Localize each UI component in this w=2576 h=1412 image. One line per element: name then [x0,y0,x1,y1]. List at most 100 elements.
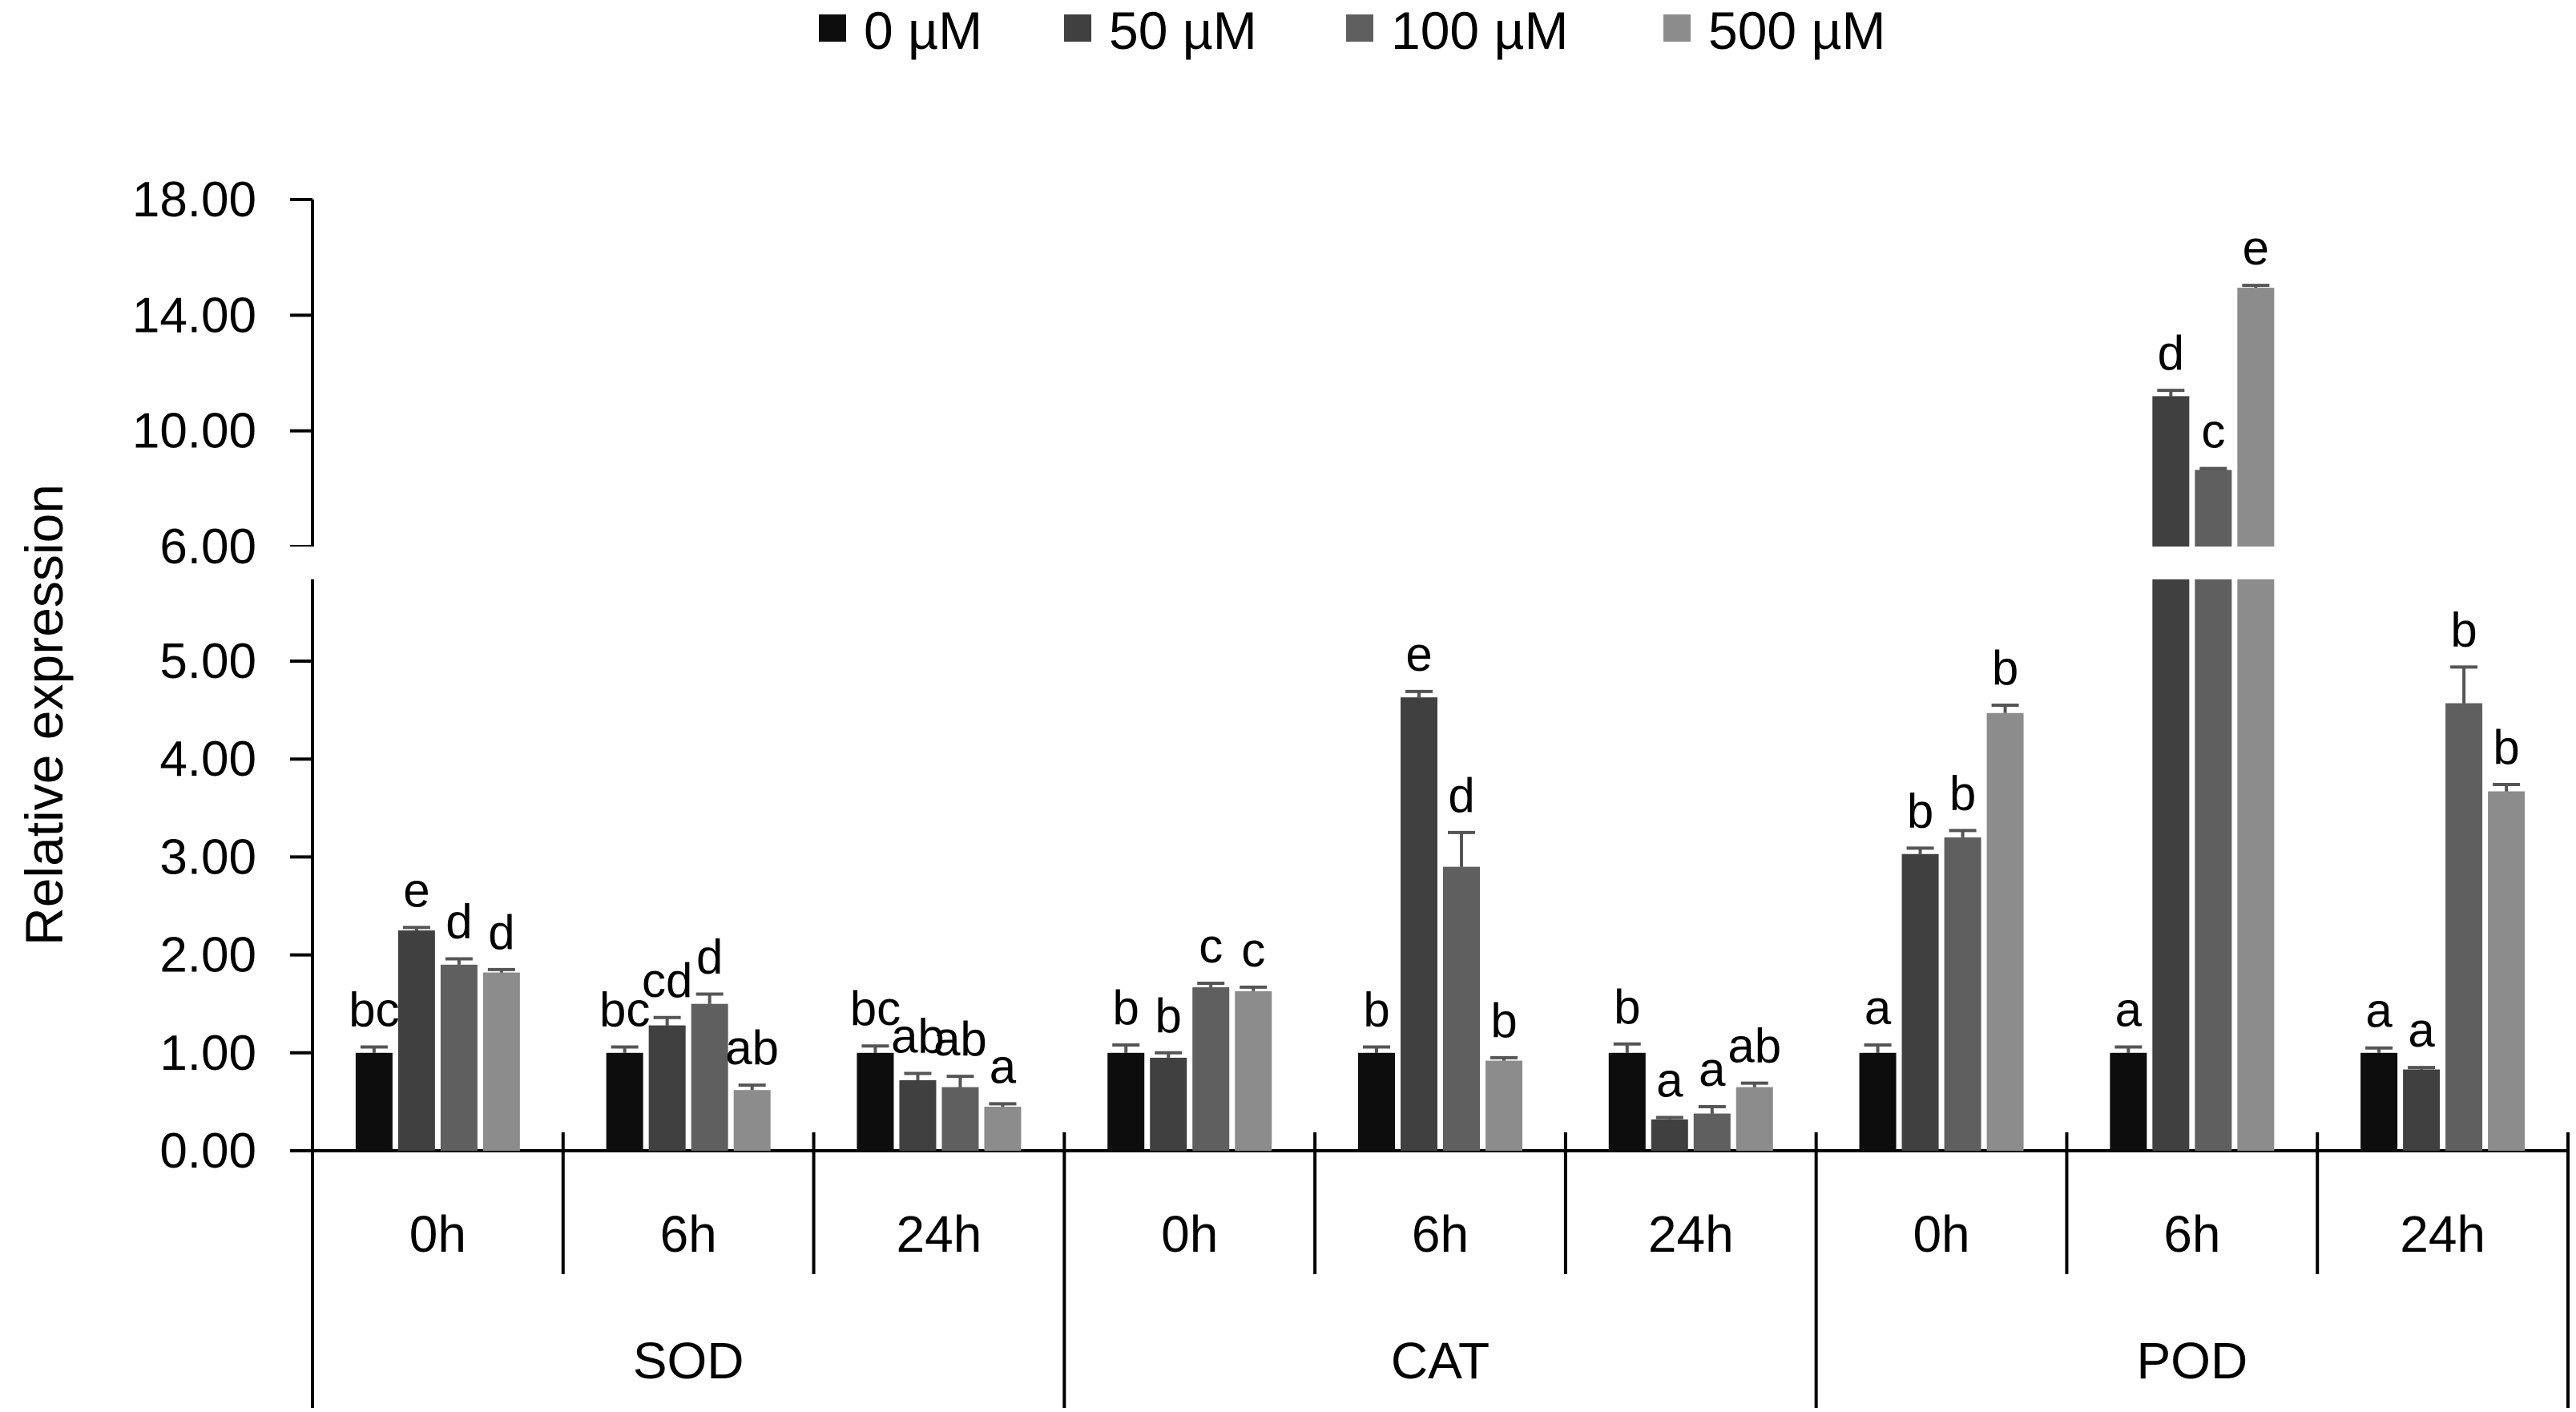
bar [1608,1052,1646,1151]
significance-letter: e [1405,627,1432,681]
legend-swatch [1346,14,1373,42]
significance-letter: a [1864,981,1892,1035]
y-tick-label: 10.00 [132,404,256,459]
y-tick-label: 2.00 [159,928,256,983]
bar [941,1087,979,1151]
significance-letter: b [1363,982,1389,1036]
x-category-label: 0h [409,1205,466,1263]
bar [1859,1052,1897,1151]
x-category-label: 0h [1913,1205,1969,1263]
significance-letter: b [1113,981,1139,1035]
bar [1693,1113,1731,1151]
bar [1358,1052,1395,1151]
bar [2110,1052,2147,1151]
significance-letter: c [1199,919,1223,973]
significance-letter: d [2158,326,2184,380]
y-tick-label: 4.00 [159,732,256,787]
legend-label: 500 µM [1708,1,1885,60]
significance-letter: bc [349,982,399,1036]
bar [2237,563,2275,1151]
significance-letter: e [2243,221,2269,275]
significance-letter: cd [642,954,692,1007]
significance-letter: d [445,894,472,948]
y-tick-label: 18.00 [132,172,256,228]
x-category-label: 24h [897,1205,982,1263]
significance-letter: bc [850,982,901,1035]
x-group-label: CAT [1391,1332,1490,1390]
bar [1150,1057,1187,1151]
legend-label: 50 µM [1109,1,1257,60]
bar [1235,990,1272,1151]
y-axis-title: Relative expression [14,484,74,946]
bar [1107,1052,1145,1151]
bar [355,1052,393,1151]
legend: 0 µM 50 µM 100 µM 500 µM [819,1,1885,60]
significance-letter: ab [725,1021,779,1075]
bar [2445,703,2483,1151]
bar [1443,866,1480,1151]
bar [606,1052,643,1151]
bar [648,1025,686,1151]
significance-letter: a [1699,1043,1726,1096]
x-group-label: POD [2136,1332,2247,1390]
bar [1735,1087,1773,1151]
y-tick-label: 1.00 [159,1026,256,1081]
significance-letter: a [990,1039,1017,1093]
axes: 0.00 1.00 2.00 3.00 4.00 5.00 6.00 10.00 14.00 18… [132,172,2570,1408]
bar [2403,1069,2441,1151]
significance-letter: b [1992,641,2018,695]
significance-letter: b [1155,989,1182,1043]
significance-letter: ab [891,1009,945,1063]
significance-letter: b [1490,994,1517,1047]
significance-letter: b [2493,720,2519,774]
bar [2360,1052,2398,1151]
x-category-label: 6h [2163,1205,2220,1263]
axis-break-gap [280,547,2568,579]
bar [2152,563,2190,1151]
significance-letter: d [488,906,514,959]
bar [1401,697,1437,1151]
significance-letter: b [1907,784,1933,837]
significance-letter: ab [1727,1019,1781,1073]
bar [1901,853,1939,1151]
significance-letter: d [696,930,723,983]
significance-letter: b [2450,603,2477,656]
bar [2488,791,2526,1151]
bar [857,1052,894,1151]
bar [1192,986,1230,1151]
legend-label: 100 µM [1391,1,1568,60]
bar [733,1090,771,1151]
legend-label: 0 µM [864,1,982,60]
bar [899,1080,937,1151]
significance-letter: b [1614,980,1640,1034]
bar [1651,1119,1688,1151]
x-category-label: 24h [2400,1205,2485,1263]
y-tick-label: 14.00 [132,288,256,343]
x-axis-labels: 0h 6h 24h SOD 0h 6h 24h CAT 0h 6h 24h POD [409,1205,2485,1390]
bar [2195,563,2232,1151]
bar [1486,1060,1522,1151]
x-category-label: 24h [1648,1205,1734,1263]
significance-letter: bc [599,982,650,1036]
significance-letter: a [1656,1053,1683,1107]
x-category-label: 0h [1161,1205,1218,1263]
x-category-label: 6h [660,1205,717,1263]
significance-letter: ab [933,1012,987,1066]
bar [2195,470,2232,547]
y-tick-label: 3.00 [159,829,256,885]
significance-letter: b [1949,766,1976,820]
significance-letter: a [2408,1003,2435,1057]
bar [397,930,435,1151]
legend-swatch [819,14,846,42]
significance-letter: d [1448,769,1474,822]
bar [440,964,478,1151]
x-category-label: 6h [1412,1205,1469,1263]
bar [984,1107,1022,1151]
significance-letter: e [403,863,429,917]
y-tick-label: 0.00 [159,1124,256,1179]
significance-letter: c [2201,405,2225,458]
legend-swatch [1064,14,1091,42]
bar [482,972,520,1151]
